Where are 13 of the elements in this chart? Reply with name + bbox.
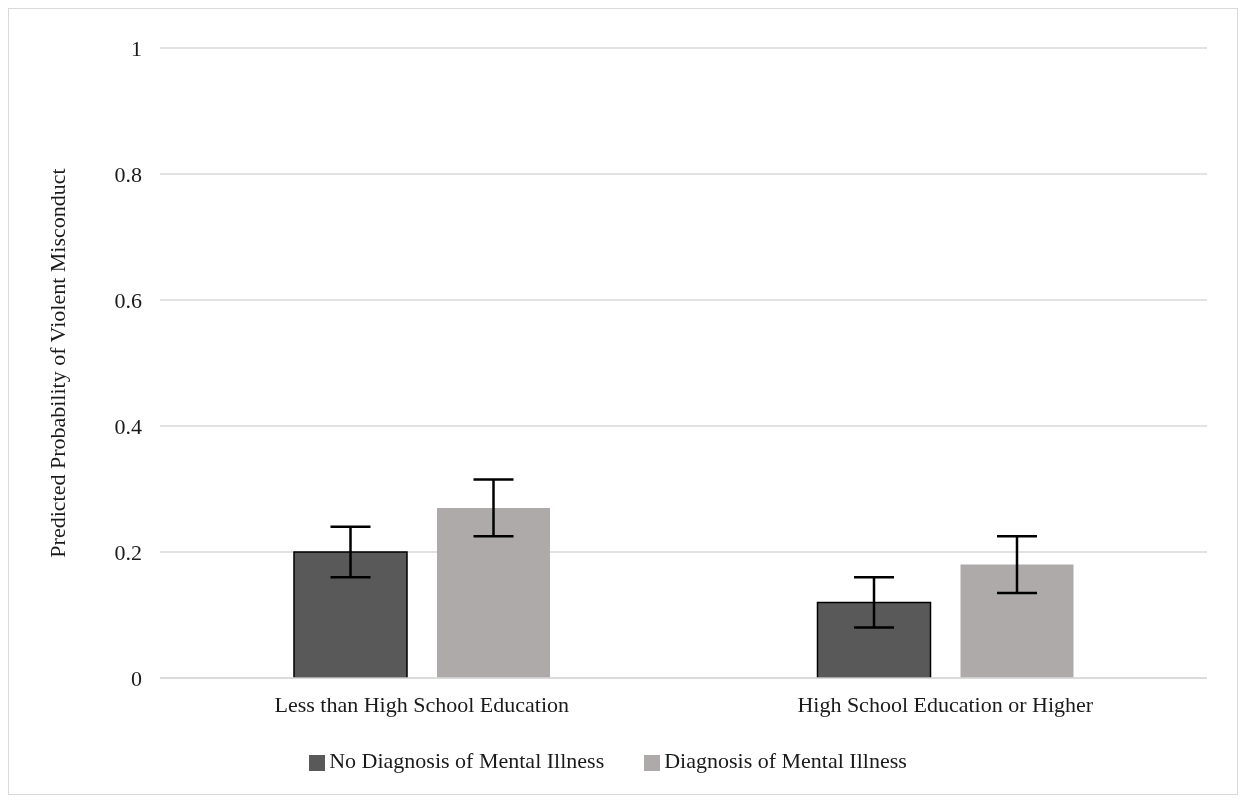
y-tick-label: 0	[131, 665, 142, 691]
bar	[437, 507, 550, 678]
y-axis-title: Predicted Probability of Violent Misconduct	[44, 168, 70, 558]
y-tick-label: 1	[131, 35, 142, 61]
legend-label: No Diagnosis of Mental Illness	[329, 748, 605, 773]
x-tick-label: High School Education or Higher	[797, 691, 1094, 717]
y-tick-label: 0.6	[114, 287, 142, 313]
bar	[960, 564, 1074, 678]
y-tick-label: 0.8	[114, 161, 142, 187]
y-tick-label: 0.2	[114, 539, 142, 565]
legend-label: Diagnosis of Mental Illness	[664, 748, 907, 773]
x-tick-label: Less than High School Education	[274, 691, 570, 717]
y-tick-label: 0.4	[114, 413, 142, 439]
